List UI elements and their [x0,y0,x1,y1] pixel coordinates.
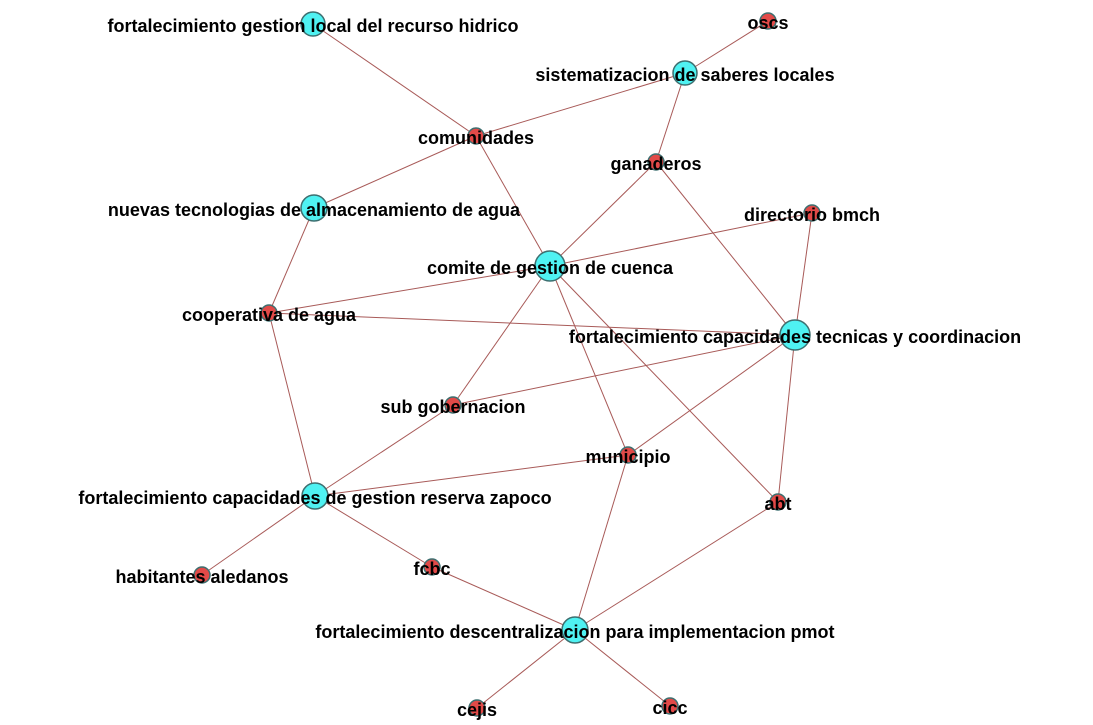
node-label: abt [765,494,792,514]
edge [574,454,629,631]
labels: fortalecimiento gestion local del recurs… [78,13,1021,720]
edge [268,312,796,336]
edge [777,334,796,503]
node-label: fcbc [413,559,450,579]
edge [574,629,671,707]
node-label: fortalecimiento capacidades de gestion r… [78,488,551,508]
node-label: directorio bmch [744,205,880,225]
node-label: nuevas tecnologias de almacenamiento de … [108,200,521,220]
edge [268,265,551,314]
node [619,446,637,464]
node-label: cejis [457,700,497,720]
edge [549,265,779,503]
node [672,60,698,86]
node [534,250,566,282]
node [301,482,329,510]
edge [475,135,551,267]
node-label: sistematizacion de saberes locales [535,65,834,85]
edge [574,501,779,631]
edge [314,454,629,497]
node [300,194,328,222]
node [467,127,485,145]
edge [794,212,813,336]
edge [452,265,551,406]
node [561,616,589,644]
node [193,566,211,584]
edge [431,566,576,631]
node-label: habitantes aledanos [115,567,288,587]
node [759,12,777,30]
edge [313,135,477,209]
edge [475,72,686,137]
node [647,153,665,171]
node-label: cicc [652,698,687,718]
node-label: comunidades [418,128,534,148]
edge [314,495,433,568]
edge [268,207,315,314]
node-label: sub gobernacion [380,397,525,417]
edge [312,23,477,137]
node-label: comite de gestion de cuenca [427,258,674,278]
edge [452,334,796,406]
node [300,11,326,37]
node-label: fortalecimiento gestion local del recurs… [107,16,518,36]
edge [549,212,813,267]
node [468,699,486,717]
edge [314,404,454,497]
edge [655,72,686,163]
node-label: fortalecimiento descentralizacion para i… [315,622,834,642]
node-label: fortalecimiento capacidades tecnicas y c… [569,327,1021,347]
node [444,396,462,414]
node-label: municipio [586,447,671,467]
edge [655,161,796,336]
edge [684,20,769,74]
node-label: cooperativa de agua [182,305,357,325]
node [779,319,811,351]
edge [549,265,629,456]
edge [627,334,796,456]
node-label: oscs [747,13,788,33]
edges [201,20,813,709]
node-label: ganaderos [610,154,701,174]
node [260,304,278,322]
edge [201,495,316,576]
node [803,204,821,222]
node [661,697,679,715]
node [769,493,787,511]
edge [476,629,576,709]
nodes [193,11,821,717]
node [423,558,441,576]
edge [549,161,657,267]
edge [268,312,316,497]
